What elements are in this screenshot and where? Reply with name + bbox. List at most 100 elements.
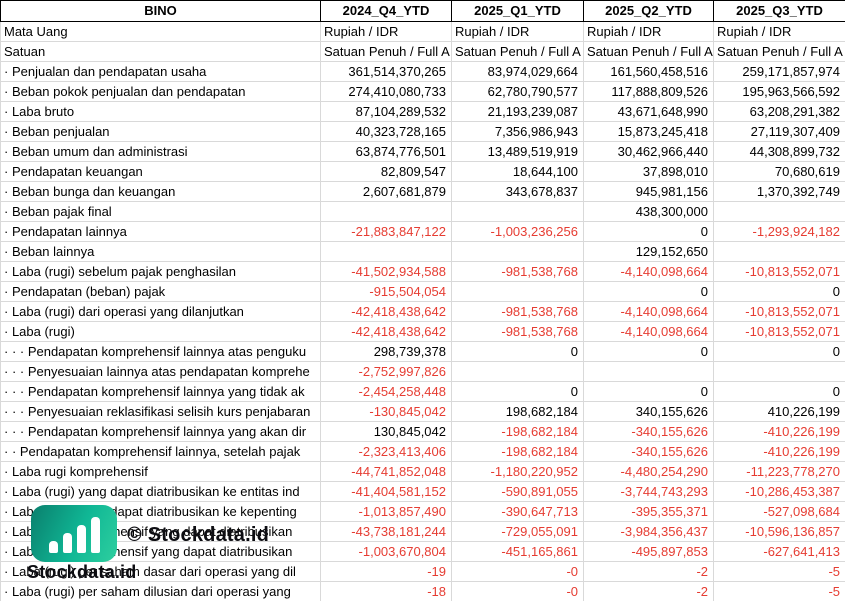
cell-value[interactable]: -42,418,438,642 [320, 321, 452, 342]
row-label[interactable]: · Pendapatan (beban) pajak [0, 281, 321, 302]
cell-value[interactable]: Rupiah / IDR [320, 21, 452, 42]
row-label[interactable]: · Penjualan dan pendapatan usaha [0, 61, 321, 82]
cell-value[interactable]: 18,644,100 [451, 161, 584, 182]
cell-value[interactable]: 410,226,199 [713, 401, 845, 422]
row-label[interactable]: · · · Penyesuaian reklasifikasi selisih … [0, 401, 321, 422]
cell-value[interactable] [713, 201, 845, 222]
row-label[interactable]: · · · Pendapatan komprehensif lainnya ya… [0, 421, 321, 442]
cell-value[interactable]: -10,813,552,071 [713, 261, 845, 282]
cell-value[interactable] [320, 241, 452, 262]
cell-value[interactable]: -4,140,098,664 [583, 321, 714, 342]
cell-value[interactable]: 63,208,291,382 [713, 101, 845, 122]
row-label[interactable]: · · · Pendapatan komprehensif lainnya at… [0, 341, 321, 362]
row-label[interactable]: · Laba (rugi) per saham dasar dari opera… [0, 561, 321, 582]
cell-value[interactable]: 0 [583, 221, 714, 242]
cell-value[interactable]: 0 [583, 341, 714, 362]
cell-value[interactable]: 7,356,986,943 [451, 121, 584, 142]
cell-value[interactable]: -4,480,254,290 [583, 461, 714, 482]
row-label[interactable]: · Beban pokok penjualan dan pendapatan [0, 81, 321, 102]
cell-value[interactable]: -18 [320, 581, 452, 601]
row-label[interactable]: · Pendapatan lainnya [0, 221, 321, 242]
cell-value[interactable]: -3,984,356,437 [583, 521, 714, 542]
cell-value[interactable]: -19 [320, 561, 452, 582]
cell-value[interactable]: -981,538,768 [451, 301, 584, 322]
cell-value[interactable]: Rupiah / IDR [583, 21, 714, 42]
cell-value[interactable]: -915,504,054 [320, 281, 452, 302]
cell-value[interactable]: -198,682,184 [451, 421, 584, 442]
row-label[interactable]: · Beban bunga dan keuangan [0, 181, 321, 202]
row-label[interactable]: · Laba (rugi) sebelum pajak penghasilan [0, 261, 321, 282]
cell-value[interactable]: -410,226,199 [713, 441, 845, 462]
cell-value[interactable]: 27,119,307,409 [713, 121, 845, 142]
cell-value[interactable]: -2 [583, 561, 714, 582]
cell-value[interactable]: 44,308,899,732 [713, 141, 845, 162]
row-label[interactable]: Mata Uang [0, 21, 321, 42]
cell-value[interactable]: -0 [451, 581, 584, 601]
cell-value[interactable]: 0 [451, 341, 584, 362]
cell-value[interactable]: -5 [713, 561, 845, 582]
cell-value[interactable]: Satuan Penuh / Full A [320, 41, 452, 62]
row-label[interactable]: · Laba (rugi) [0, 321, 321, 342]
cell-value[interactable]: -590,891,055 [451, 481, 584, 502]
cell-value[interactable]: 161,560,458,516 [583, 61, 714, 82]
cell-value[interactable]: 343,678,837 [451, 181, 584, 202]
cell-value[interactable]: -5 [713, 581, 845, 601]
cell-value[interactable]: -10,596,136,857 [713, 521, 845, 542]
cell-value[interactable] [451, 241, 584, 262]
cell-value[interactable]: 62,780,790,577 [451, 81, 584, 102]
cell-value[interactable] [713, 361, 845, 382]
row-label[interactable]: Satuan [0, 41, 321, 62]
header-cell-2025-q1-ytd[interactable]: 2025_Q1_YTD [451, 0, 584, 22]
row-label[interactable]: · · Pendapatan komprehensif lainnya, set… [0, 441, 321, 462]
cell-value[interactable]: 259,171,857,974 [713, 61, 845, 82]
header-cell-2025-q3-ytd[interactable]: 2025_Q3_YTD [713, 0, 845, 22]
cell-value[interactable]: 40,323,728,165 [320, 121, 452, 142]
cell-value[interactable]: 117,888,809,526 [583, 81, 714, 102]
row-label[interactable]: · · · Penyesuaian lainnya atas pendapata… [0, 361, 321, 382]
cell-value[interactable]: 15,873,245,418 [583, 121, 714, 142]
cell-value[interactable]: 37,898,010 [583, 161, 714, 182]
cell-value[interactable]: 438,300,000 [583, 201, 714, 222]
cell-value[interactable]: -2,454,258,448 [320, 381, 452, 402]
cell-value[interactable] [320, 201, 452, 222]
cell-value[interactable]: -1,003,236,256 [451, 221, 584, 242]
cell-value[interactable]: 2,607,681,879 [320, 181, 452, 202]
cell-value[interactable]: -41,404,581,152 [320, 481, 452, 502]
cell-value[interactable]: -340,155,626 [583, 441, 714, 462]
cell-value[interactable] [713, 241, 845, 262]
header-cell-2024-q4-ytd[interactable]: 2024_Q4_YTD [320, 0, 452, 22]
row-label[interactable]: · Laba (rugi) per saham dilusian dari op… [0, 581, 321, 601]
row-label[interactable]: · Beban lainnya [0, 241, 321, 262]
cell-value[interactable]: -10,286,453,387 [713, 481, 845, 502]
cell-value[interactable]: -4,140,098,664 [583, 261, 714, 282]
cell-value[interactable]: -44,741,852,048 [320, 461, 452, 482]
cell-value[interactable]: 945,981,156 [583, 181, 714, 202]
row-label[interactable]: · Beban pajak final [0, 201, 321, 222]
row-label[interactable]: · Laba rugi komprehensif [0, 461, 321, 482]
cell-value[interactable]: 63,874,776,501 [320, 141, 452, 162]
cell-value[interactable]: 0 [713, 341, 845, 362]
cell-value[interactable]: 70,680,619 [713, 161, 845, 182]
cell-value[interactable]: 0 [583, 281, 714, 302]
cell-value[interactable]: -10,813,552,071 [713, 321, 845, 342]
cell-value[interactable]: -495,897,853 [583, 541, 714, 562]
cell-value[interactable]: 30,462,966,440 [583, 141, 714, 162]
row-label[interactable]: · Laba bruto [0, 101, 321, 122]
cell-value[interactable]: -198,682,184 [451, 441, 584, 462]
cell-value[interactable]: 0 [713, 281, 845, 302]
cell-value[interactable]: -1,293,924,182 [713, 221, 845, 242]
row-label[interactable]: · Beban penjualan [0, 121, 321, 142]
row-label[interactable]: · Laba (rugi) yang dapat diatribusikan k… [0, 501, 321, 522]
row-label[interactable]: · Beban umum dan administrasi [0, 141, 321, 162]
row-label[interactable]: · Pendapatan keuangan [0, 161, 321, 182]
cell-value[interactable]: -981,538,768 [451, 321, 584, 342]
cell-value[interactable]: Rupiah / IDR [713, 21, 845, 42]
cell-value[interactable]: 83,974,029,664 [451, 61, 584, 82]
cell-value[interactable]: 87,104,289,532 [320, 101, 452, 122]
cell-value[interactable]: Satuan Penuh / Full A [713, 41, 845, 62]
cell-value[interactable]: Rupiah / IDR [451, 21, 584, 42]
cell-value[interactable]: 13,489,519,919 [451, 141, 584, 162]
cell-value[interactable]: -3,744,743,293 [583, 481, 714, 502]
header-cell-company[interactable]: BINO [0, 0, 321, 22]
cell-value[interactable]: 198,682,184 [451, 401, 584, 422]
